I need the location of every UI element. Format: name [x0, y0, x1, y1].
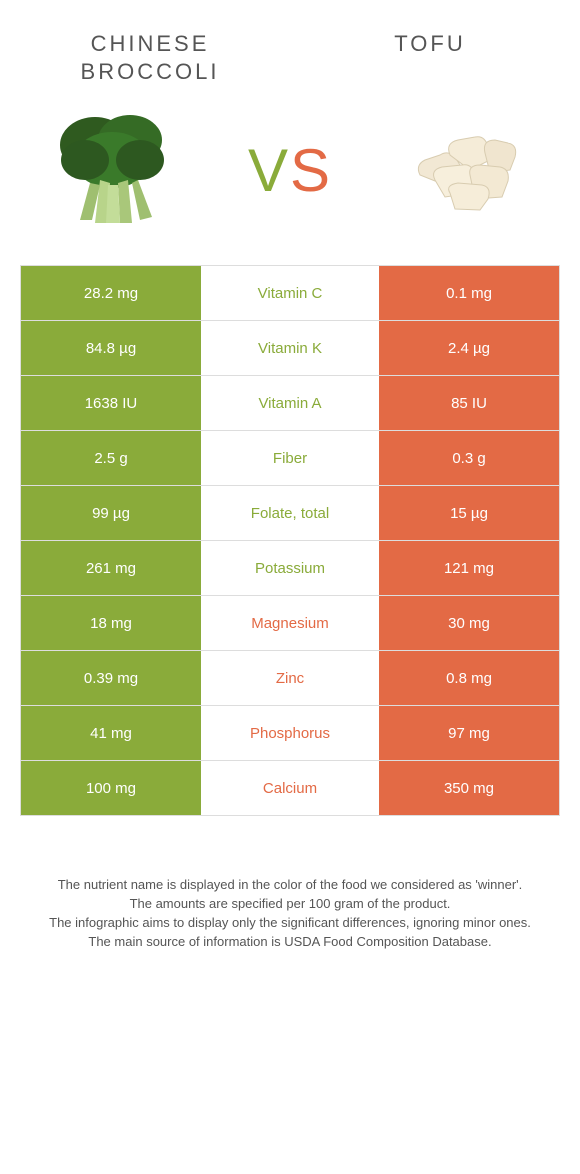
vs-label: VS: [248, 136, 332, 205]
vs-s: S: [290, 137, 332, 204]
infographic-page: CHINESE BROCCOLI TOFU VS: [0, 0, 580, 951]
table-row: 84.8 µgVitamin K2.4 µg: [21, 321, 559, 376]
left-food-title: CHINESE BROCCOLI: [50, 30, 250, 85]
table-row: 41 mgPhosphorus97 mg: [21, 706, 559, 761]
table-row: 261 mgPotassium121 mg: [21, 541, 559, 596]
left-value-cell: 0.39 mg: [21, 651, 201, 705]
nutrient-label-cell: Calcium: [201, 761, 379, 815]
nutrient-label-cell: Vitamin K: [201, 321, 379, 375]
right-value-cell: 0.3 g: [379, 431, 559, 485]
left-value-cell: 84.8 µg: [21, 321, 201, 375]
left-value-cell: 2.5 g: [21, 431, 201, 485]
right-value-cell: 121 mg: [379, 541, 559, 595]
nutrient-label-cell: Vitamin A: [201, 376, 379, 430]
table-row: 99 µgFolate, total15 µg: [21, 486, 559, 541]
left-value-cell: 1638 IU: [21, 376, 201, 430]
right-value-cell: 30 mg: [379, 596, 559, 650]
table-row: 1638 IUVitamin A85 IU: [21, 376, 559, 431]
left-value-cell: 261 mg: [21, 541, 201, 595]
right-value-cell: 97 mg: [379, 706, 559, 760]
table-row: 0.39 mgZinc0.8 mg: [21, 651, 559, 706]
right-value-cell: 15 µg: [379, 486, 559, 540]
left-value-cell: 100 mg: [21, 761, 201, 815]
left-value-cell: 28.2 mg: [21, 266, 201, 320]
right-value-cell: 85 IU: [379, 376, 559, 430]
left-value-cell: 99 µg: [21, 486, 201, 540]
broccoli-icon: [40, 105, 190, 235]
table-row: 28.2 mgVitamin C0.1 mg: [21, 266, 559, 321]
right-value-cell: 0.1 mg: [379, 266, 559, 320]
footnotes: The nutrient name is displayed in the co…: [40, 876, 540, 951]
right-value-cell: 0.8 mg: [379, 651, 559, 705]
nutrient-table: 28.2 mgVitamin C0.1 mg84.8 µgVitamin K2.…: [20, 265, 560, 816]
table-row: 2.5 gFiber0.3 g: [21, 431, 559, 486]
nutrient-label-cell: Magnesium: [201, 596, 379, 650]
image-row: VS: [0, 95, 580, 265]
right-value-cell: 350 mg: [379, 761, 559, 815]
footnote-line: The nutrient name is displayed in the co…: [40, 876, 540, 895]
nutrient-label-cell: Potassium: [201, 541, 379, 595]
footnote-line: The infographic aims to display only the…: [40, 914, 540, 933]
left-value-cell: 18 mg: [21, 596, 201, 650]
vs-v: V: [248, 137, 290, 204]
header-titles: CHINESE BROCCOLI TOFU: [0, 0, 580, 95]
tofu-icon: [390, 105, 540, 235]
right-food-title: TOFU: [330, 30, 530, 58]
nutrient-label-cell: Fiber: [201, 431, 379, 485]
footnote-line: The amounts are specified per 100 gram o…: [40, 895, 540, 914]
nutrient-label-cell: Folate, total: [201, 486, 379, 540]
table-row: 18 mgMagnesium30 mg: [21, 596, 559, 651]
nutrient-label-cell: Phosphorus: [201, 706, 379, 760]
table-row: 100 mgCalcium350 mg: [21, 761, 559, 816]
nutrient-label-cell: Vitamin C: [201, 266, 379, 320]
nutrient-label-cell: Zinc: [201, 651, 379, 705]
footnote-line: The main source of information is USDA F…: [40, 933, 540, 952]
left-value-cell: 41 mg: [21, 706, 201, 760]
right-value-cell: 2.4 µg: [379, 321, 559, 375]
